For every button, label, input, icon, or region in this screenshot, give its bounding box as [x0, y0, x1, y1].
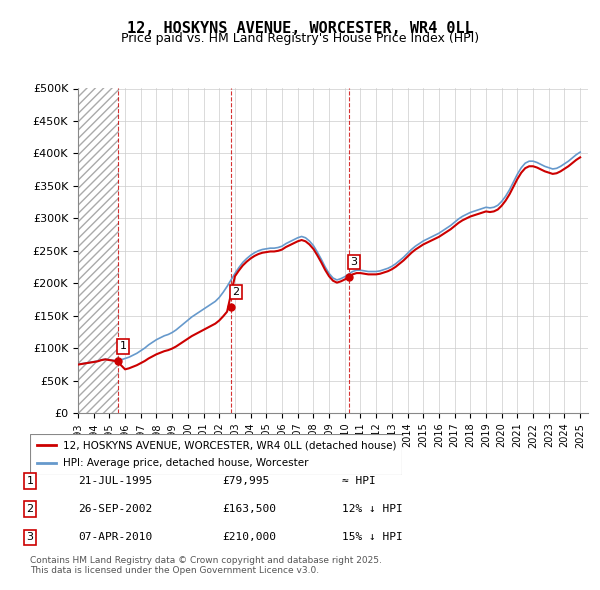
Text: 2: 2 — [232, 287, 239, 297]
Text: 21-JUL-1995: 21-JUL-1995 — [78, 476, 152, 486]
Text: 3: 3 — [350, 257, 358, 267]
Text: 2: 2 — [26, 504, 34, 514]
Text: 07-APR-2010: 07-APR-2010 — [78, 533, 152, 542]
Text: 12, HOSKYNS AVENUE, WORCESTER, WR4 0LL: 12, HOSKYNS AVENUE, WORCESTER, WR4 0LL — [127, 21, 473, 35]
Text: 1: 1 — [26, 476, 34, 486]
Bar — [78, 88, 119, 413]
Text: Contains HM Land Registry data © Crown copyright and database right 2025.
This d: Contains HM Land Registry data © Crown c… — [30, 556, 382, 575]
Text: 26-SEP-2002: 26-SEP-2002 — [78, 504, 152, 514]
Text: £210,000: £210,000 — [222, 533, 276, 542]
Text: 12, HOSKYNS AVENUE, WORCESTER, WR4 0LL (detached house): 12, HOSKYNS AVENUE, WORCESTER, WR4 0LL (… — [64, 440, 397, 450]
Text: HPI: Average price, detached house, Worcester: HPI: Average price, detached house, Worc… — [64, 458, 309, 468]
Text: £163,500: £163,500 — [222, 504, 276, 514]
Text: 12% ↓ HPI: 12% ↓ HPI — [342, 504, 403, 514]
Text: £79,995: £79,995 — [222, 476, 269, 486]
Text: 3: 3 — [26, 533, 34, 542]
Text: Price paid vs. HM Land Registry's House Price Index (HPI): Price paid vs. HM Land Registry's House … — [121, 32, 479, 45]
Text: 1: 1 — [119, 342, 127, 352]
Text: 15% ↓ HPI: 15% ↓ HPI — [342, 533, 403, 542]
FancyBboxPatch shape — [30, 434, 402, 475]
Text: ≈ HPI: ≈ HPI — [342, 476, 376, 486]
